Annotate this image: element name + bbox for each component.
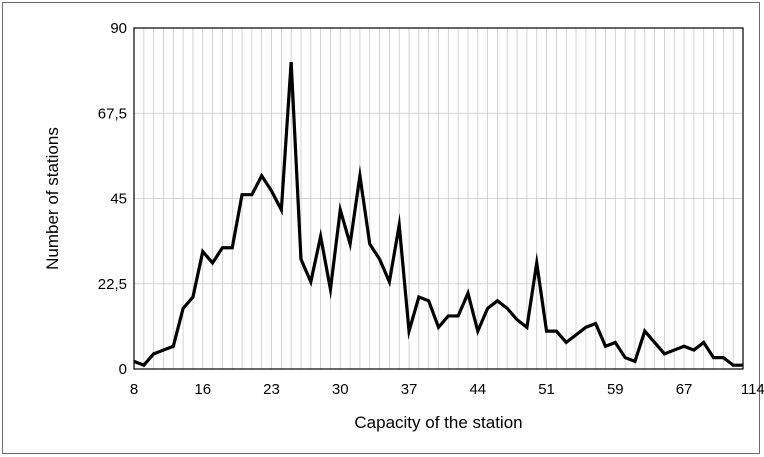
x-tick-label: 37 xyxy=(401,381,418,398)
x-tick-label: 67 xyxy=(676,381,693,398)
x-tick-label: 44 xyxy=(469,381,486,398)
plot-area-border xyxy=(133,27,744,370)
y-tick-label: 45 xyxy=(110,191,127,208)
x-tick-label: 8 xyxy=(130,381,138,398)
y-tick-label: 22,5 xyxy=(98,276,127,293)
y-tick-label: 90 xyxy=(110,20,127,37)
x-tick-label: 51 xyxy=(538,381,555,398)
y-tick-label: 67,5 xyxy=(98,105,127,122)
x-axis-title: Capacity of the station xyxy=(354,413,522,432)
y-axis-title: Number of stations xyxy=(43,127,62,270)
x-tick-label: 59 xyxy=(607,381,624,398)
y-tick-label: 0 xyxy=(119,361,127,378)
x-tick-label: 16 xyxy=(194,381,211,398)
gridlines xyxy=(134,28,743,369)
series-line xyxy=(133,61,743,368)
x-tick-label: 114 xyxy=(741,381,764,398)
x-tick-label: 23 xyxy=(263,381,280,398)
tick-labels: 0 22,5 45 67,5 90 8 16 23 30 37 44 51 59 67 114 xyxy=(98,20,764,398)
x-tick-label: 30 xyxy=(332,381,349,398)
